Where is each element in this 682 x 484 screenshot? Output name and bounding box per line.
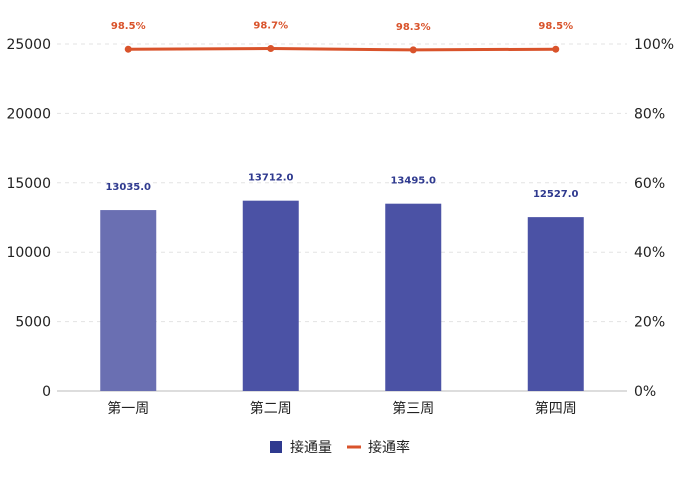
rate-point — [124, 45, 132, 53]
bar — [242, 200, 299, 391]
legend-line-label: 接通率 — [368, 439, 410, 456]
y-right-tick-label: 0% — [634, 384, 656, 400]
y-left-tick-label: 0 — [42, 384, 51, 400]
bar — [385, 203, 442, 391]
x-tick-label: 第一周 — [107, 400, 149, 417]
y-right-tick-label: 100% — [634, 37, 674, 53]
x-tick-label: 第二周 — [250, 400, 292, 417]
legend-bar-label: 接通量 — [290, 439, 332, 456]
rate-point — [552, 45, 560, 53]
rate-line — [128, 47, 556, 52]
rate-value-label: 98.5% — [111, 21, 146, 32]
y-left-tick-label: 20000 — [6, 106, 51, 122]
bar-value-label: 12527.0 — [533, 189, 579, 200]
rate-value-label: 98.3% — [396, 22, 431, 33]
y-left-tick-label: 5000 — [15, 315, 51, 331]
bar-value-label: 13035.0 — [105, 182, 151, 193]
bar-value-label: 13712.0 — [248, 173, 294, 184]
rate-point — [409, 46, 417, 54]
y-right-tick-label: 20% — [634, 315, 665, 331]
y-right-tick-label: 40% — [634, 245, 665, 261]
rate-point — [267, 45, 275, 53]
bar — [100, 210, 157, 391]
x-tick-label: 第三周 — [392, 400, 434, 417]
rate-value-label: 98.5% — [538, 21, 573, 32]
x-tick-label: 第四周 — [535, 400, 577, 417]
y-left-tick-label: 15000 — [6, 176, 51, 192]
rate-value-label: 98.7% — [253, 21, 288, 32]
y-right-tick-label: 80% — [634, 106, 665, 122]
y-left-tick-label: 10000 — [6, 245, 51, 261]
bar-value-label: 13495.0 — [390, 176, 436, 187]
y-right-tick-label: 60% — [634, 176, 665, 192]
y-left-tick-label: 25000 — [6, 37, 51, 53]
legend-bar-swatch — [270, 441, 282, 453]
bar — [527, 217, 584, 391]
